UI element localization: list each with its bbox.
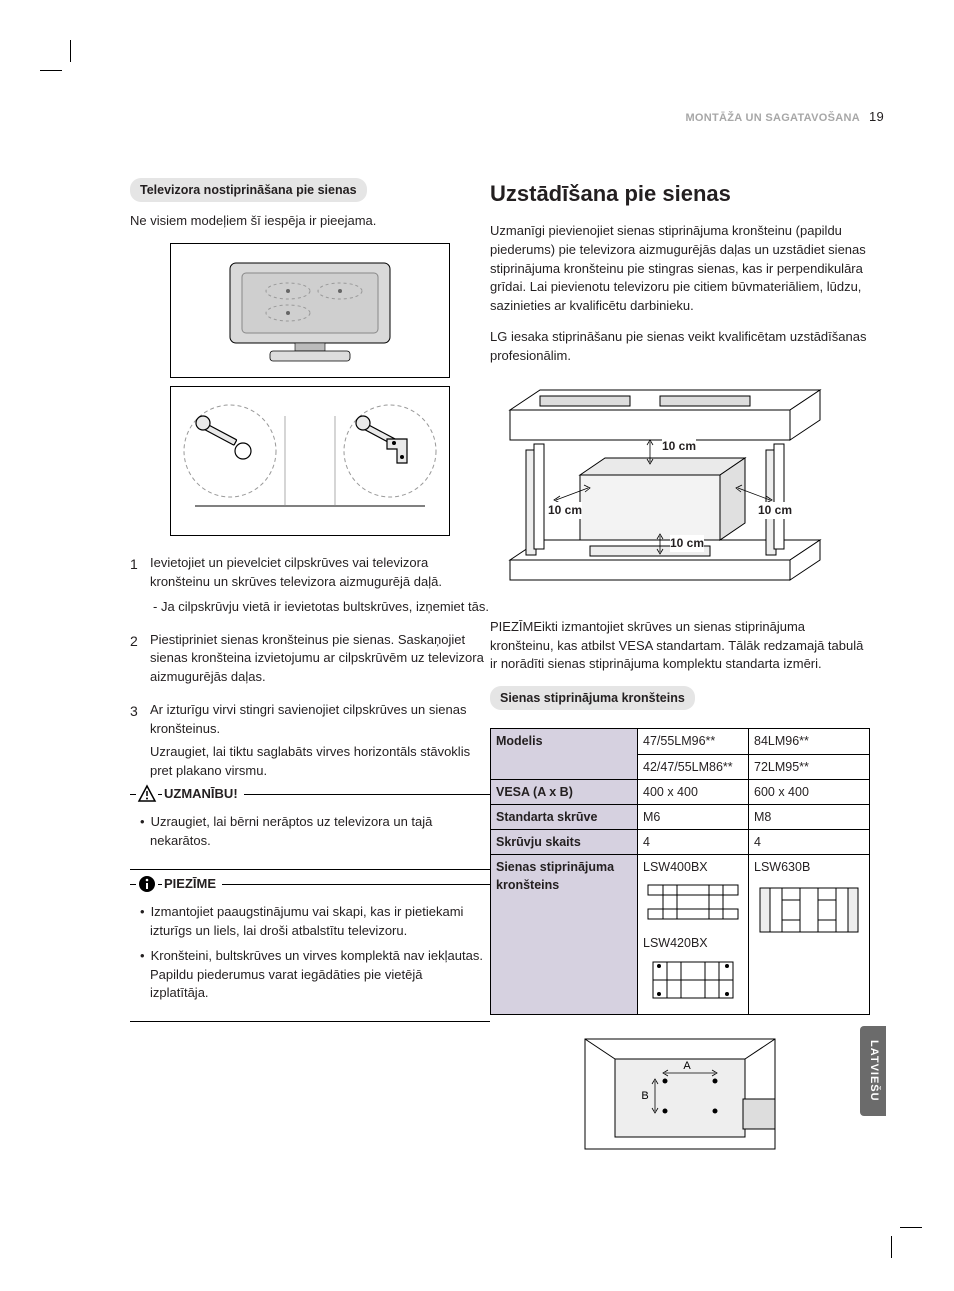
crop-mark [882, 1218, 922, 1258]
note-item: Izmantojiet paaugstinājumu vai skapi, ka… [136, 903, 484, 941]
cell: 42/47/55LM86** [638, 754, 749, 779]
right-column: Uzstādīšana pie sienas Uzmanīgi pievieno… [490, 178, 870, 1159]
dim-bottom: 10 cm [670, 535, 704, 552]
bracket-icon [754, 880, 864, 940]
step-item: 2 Piestipriniet sienas kronšteinus pie s… [130, 631, 490, 688]
bracket-label: LSW400BX [643, 858, 743, 876]
step-number: 2 [130, 631, 150, 688]
paragraph: LG iesaka stiprināšanu pie sienas veikt … [490, 328, 870, 366]
cell: 47/55LM96** [638, 729, 749, 754]
step-number: 3 [130, 701, 150, 780]
steps-list: 1 Ievietojiet un pievelciet cilpskrūves … [130, 554, 490, 780]
caution-box: UZMANĪBU! Uzraugiet, lai bērni nerāptos … [130, 794, 490, 870]
note-box: PIEZĪME Izmantojiet paaugstinājumu vai s… [130, 884, 490, 1022]
step-item: 1 Ievietojiet un pievelciet cilpskrūves … [130, 554, 490, 617]
cell: M8 [749, 804, 870, 829]
caution-title: UZMANĪBU! [162, 785, 244, 804]
cell: 4 [749, 829, 870, 854]
vesa-a-label: A [683, 1060, 691, 1072]
cell: 600 x 400 [749, 779, 870, 804]
running-header: MONTĀŽA UN SAGATAVOŠANA 19 [685, 108, 884, 127]
bracket-label: LSW630B [754, 858, 864, 876]
crop-mark [40, 40, 80, 80]
wall-mount-illustration [490, 380, 840, 600]
vesa-b-label: B [641, 1090, 648, 1102]
row-header: VESA (A x B) [491, 779, 638, 804]
paragraph: Uzmanīgi pievienojiet sienas stiprinājum… [490, 222, 870, 316]
row-header: Skrūvju skaits [491, 829, 638, 854]
subsection-pill: Televizora nostiprināšana pie sienas [130, 178, 367, 202]
figure-tv-back [170, 243, 450, 378]
step-extra: Uzraugiet, lai tiktu saglabāts virves ho… [150, 743, 490, 781]
bracket-icon [643, 956, 743, 1004]
bracket-label: LSW420BX [643, 934, 743, 952]
col-header: Modelis [491, 729, 638, 779]
note-icon [136, 873, 158, 895]
page: MONTĀŽA UN SAGATAVOŠANA 19 LATVIEŠU Tele… [70, 70, 884, 1250]
cell: 84LM96** [749, 729, 870, 754]
figure-vesa: A B [575, 1029, 785, 1159]
bracket-icon [643, 880, 743, 924]
row-header: Standarta skrūve [491, 804, 638, 829]
table-row: Sienas stiprinājuma kronšteins LSW400BX … [491, 855, 870, 1015]
figure-wall-mount: 10 cm 10 cm 10 cm 10 cm [490, 380, 840, 600]
left-column: Televizora nostiprināšana pie sienas Ne … [130, 178, 490, 1022]
note-item: Kronšteini, bultskrūves un virves komple… [136, 947, 484, 1004]
tv-back-illustration [200, 253, 420, 368]
cell: 4 [638, 829, 749, 854]
dim-top: 10 cm [662, 438, 696, 455]
cell: 72LM95** [749, 754, 870, 779]
vesa-illustration: A B [575, 1029, 785, 1159]
table-row: Standarta skrūve M6 M8 [491, 804, 870, 829]
table-pill: Sienas stiprinājuma kronšteins [490, 686, 695, 710]
bracket-cell: LSW630B [749, 855, 870, 1015]
anchor-illustration [175, 391, 445, 531]
cell: 400 x 400 [638, 779, 749, 804]
table-row: VESA (A x B) 400 x 400 600 x 400 [491, 779, 870, 804]
dim-left: 10 cm [548, 502, 582, 519]
section-name: MONTĀŽA UN SAGATAVOŠANA [685, 112, 859, 124]
section-heading: Uzstādīšana pie sienas [490, 178, 870, 210]
step-text: Ar izturīgu virvi stingri savienojiet ci… [150, 702, 466, 736]
caution-item: Uzraugiet, lai bērni nerāptos uz televiz… [136, 813, 484, 851]
row-header: Sienas stiprinājuma kronšteins [491, 855, 638, 1015]
bracket-cell: LSW400BX LSW420BX [638, 855, 749, 1015]
step-item: 3 Ar izturīgu virvi stingri savienojiet … [130, 701, 490, 780]
step-text: Piestipriniet sienas kronšteinus pie sie… [150, 632, 484, 685]
page-number: 19 [869, 109, 884, 124]
figure-wall-anchor [170, 386, 450, 536]
intro-text: Ne visiem modeļiem šī iespēja ir pieejam… [130, 212, 490, 231]
cell: M6 [638, 804, 749, 829]
dim-right: 10 cm [758, 502, 792, 519]
step-number: 1 [130, 554, 150, 617]
warning-icon [136, 783, 158, 805]
note-title: PIEZĪME [162, 875, 222, 894]
paragraph: PIEZĪMEikti izmantojiet skrūves un siena… [490, 618, 870, 675]
table-row: Modelis 47/55LM96** 84LM96** [491, 729, 870, 754]
table-row: Skrūvju skaits 4 4 [491, 829, 870, 854]
step-subtext: - Ja cilpskrūvju vietā ir ievietotas bul… [150, 598, 490, 617]
spec-table: Modelis 47/55LM96** 84LM96** 42/47/55LM8… [490, 728, 870, 1015]
step-text: Ievietojiet un pievelciet cilpskrūves va… [150, 555, 442, 589]
